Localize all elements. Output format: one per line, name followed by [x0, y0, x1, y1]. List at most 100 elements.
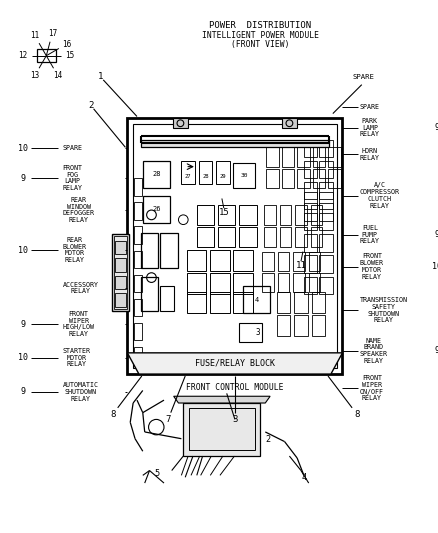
- Bar: [328, 147, 340, 167]
- Bar: [319, 213, 333, 230]
- Bar: [280, 205, 291, 224]
- Bar: [134, 227, 142, 244]
- Bar: [311, 205, 322, 224]
- Text: 2: 2: [265, 435, 271, 444]
- Bar: [319, 161, 333, 178]
- Bar: [115, 259, 127, 272]
- Bar: [264, 205, 276, 224]
- Text: 9: 9: [21, 320, 26, 328]
- Text: 9: 9: [21, 174, 26, 183]
- Bar: [181, 161, 195, 184]
- Bar: [282, 168, 294, 188]
- Text: 11: 11: [296, 261, 306, 270]
- Text: 15: 15: [219, 208, 229, 217]
- Text: 16: 16: [62, 39, 71, 49]
- Bar: [319, 192, 333, 209]
- Text: FRONT
WIPER
ON/OFF
RELAY: FRONT WIPER ON/OFF RELAY: [360, 375, 384, 401]
- Polygon shape: [127, 353, 343, 374]
- Text: 9: 9: [434, 230, 438, 239]
- Bar: [304, 277, 318, 294]
- Text: FUSE/RELAY BLOCK: FUSE/RELAY BLOCK: [195, 359, 275, 368]
- Text: NAME
BRAND
SPEAKER
RELAY: NAME BRAND SPEAKER RELAY: [360, 338, 388, 364]
- Bar: [134, 178, 142, 196]
- Bar: [239, 323, 262, 342]
- Bar: [319, 140, 333, 157]
- Bar: [134, 323, 142, 340]
- Bar: [216, 161, 230, 184]
- Bar: [160, 233, 177, 268]
- Text: 8: 8: [354, 410, 360, 419]
- Text: 1: 1: [98, 72, 103, 82]
- Bar: [319, 234, 333, 252]
- Bar: [319, 277, 333, 294]
- Bar: [319, 203, 333, 221]
- Bar: [134, 347, 142, 365]
- Text: 9: 9: [434, 346, 438, 356]
- Bar: [277, 315, 290, 336]
- Text: REAR
WINDOW
DEFOGGER
RELAY: REAR WINDOW DEFOGGER RELAY: [63, 197, 95, 223]
- Bar: [264, 228, 276, 247]
- Bar: [293, 273, 305, 292]
- Bar: [233, 292, 253, 313]
- Bar: [304, 140, 318, 157]
- Bar: [141, 140, 329, 147]
- Bar: [297, 147, 310, 167]
- Bar: [218, 228, 235, 247]
- Bar: [37, 49, 56, 62]
- Bar: [278, 273, 290, 292]
- Bar: [311, 228, 322, 247]
- Bar: [239, 228, 257, 247]
- Bar: [141, 233, 158, 268]
- Bar: [133, 124, 337, 368]
- Text: INTELLIGENT POWER MODULE: INTELLIGENT POWER MODULE: [202, 31, 319, 40]
- Bar: [282, 147, 294, 167]
- Text: 11: 11: [30, 31, 39, 40]
- Bar: [293, 252, 305, 271]
- Text: 8: 8: [110, 410, 116, 419]
- Text: FRONT
WIPER
HIGH/LOW
RELAY: FRONT WIPER HIGH/LOW RELAY: [63, 311, 95, 337]
- Bar: [304, 203, 318, 221]
- Text: 15: 15: [65, 51, 74, 60]
- Text: SPARE: SPARE: [360, 104, 380, 110]
- Bar: [295, 205, 307, 224]
- Text: 10: 10: [18, 144, 28, 153]
- Bar: [304, 192, 318, 209]
- Text: 27: 27: [185, 174, 191, 179]
- Bar: [183, 403, 261, 456]
- Bar: [160, 286, 173, 311]
- Bar: [134, 274, 142, 292]
- Text: 28: 28: [202, 174, 209, 179]
- Text: 13: 13: [30, 71, 39, 80]
- Bar: [280, 228, 291, 247]
- Bar: [233, 163, 254, 188]
- Bar: [313, 147, 325, 167]
- Bar: [233, 249, 253, 271]
- Bar: [218, 205, 235, 224]
- Bar: [141, 277, 158, 311]
- Text: FRONT CONTROL MODULE: FRONT CONTROL MODULE: [186, 383, 284, 392]
- Bar: [313, 168, 325, 188]
- Text: 9: 9: [434, 123, 438, 132]
- Bar: [189, 408, 254, 450]
- Bar: [143, 196, 170, 223]
- Bar: [199, 161, 212, 184]
- Bar: [304, 255, 318, 273]
- Bar: [309, 252, 320, 271]
- Bar: [197, 228, 214, 247]
- Bar: [134, 251, 142, 268]
- Bar: [262, 252, 274, 271]
- Bar: [294, 292, 308, 313]
- Text: 29: 29: [219, 174, 226, 179]
- Text: 7: 7: [165, 415, 170, 424]
- Text: STARTER
MOTOR
RELAY: STARTER MOTOR RELAY: [63, 348, 91, 367]
- Text: 10: 10: [18, 246, 28, 255]
- Bar: [115, 293, 127, 306]
- Bar: [277, 292, 290, 313]
- Text: FUEL
PUMP
RELAY: FUEL PUMP RELAY: [360, 225, 380, 244]
- Bar: [309, 273, 320, 292]
- Text: AUTOMATIC
SHUTDOWN
RELAY: AUTOMATIC SHUTDOWN RELAY: [63, 382, 99, 402]
- Text: REAR
BLOWER
MOTOR
RELAY: REAR BLOWER MOTOR RELAY: [63, 237, 87, 263]
- Bar: [239, 205, 257, 224]
- Text: 30: 30: [240, 173, 248, 178]
- Bar: [266, 147, 279, 167]
